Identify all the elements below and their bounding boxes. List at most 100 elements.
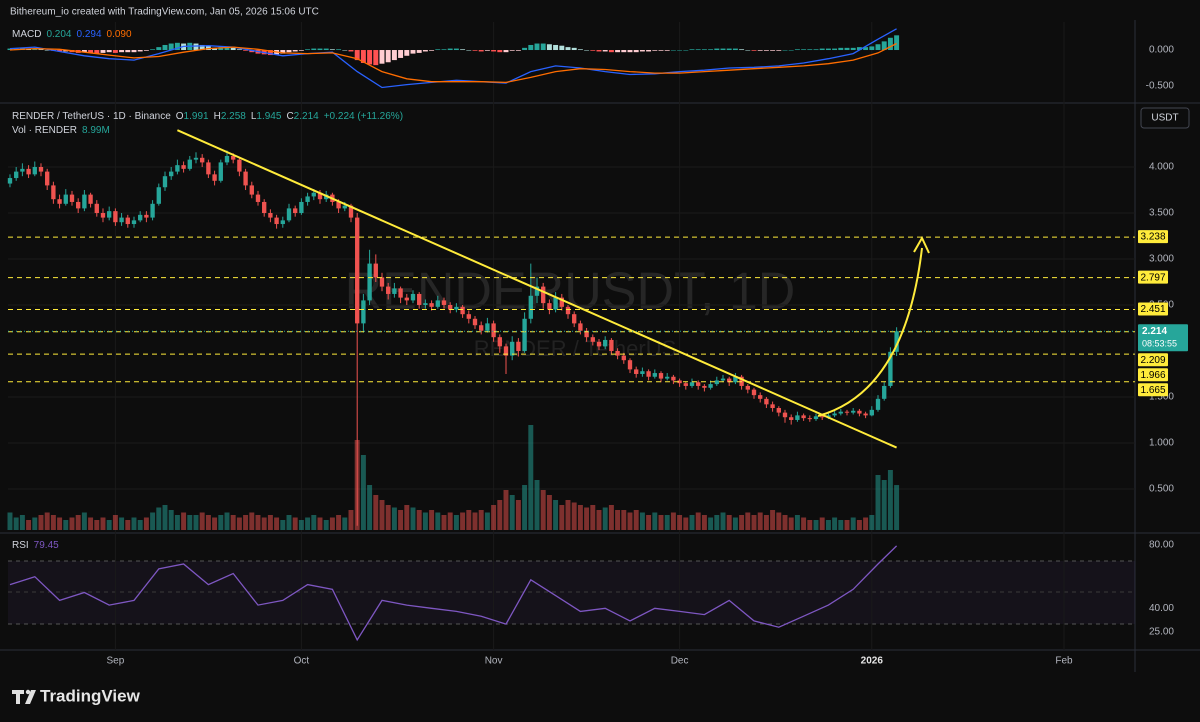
candle-body xyxy=(485,323,490,331)
candle-body xyxy=(373,263,378,278)
candle-body xyxy=(51,185,56,200)
candle-body xyxy=(76,201,81,209)
candle-body xyxy=(553,297,558,310)
rsi-value: 79.45 xyxy=(34,540,59,551)
candle-body xyxy=(559,297,564,307)
macd-histogram-bar xyxy=(881,41,887,51)
level-label-box xyxy=(1138,270,1168,284)
y-tick-label: 40.00 xyxy=(1149,603,1174,614)
volume-bar xyxy=(280,520,286,530)
volume-bar xyxy=(255,515,261,530)
volume-bar xyxy=(776,512,782,530)
macd-histogram-bar xyxy=(478,50,484,52)
legend-rsi: RSI 79.45 xyxy=(12,540,59,551)
volume-bar xyxy=(875,475,881,530)
currency-button[interactable] xyxy=(1140,107,1190,129)
macd-histogram-bar xyxy=(7,48,13,51)
y-tick-label: 80.00 xyxy=(1149,540,1174,551)
level-label: 1.966 xyxy=(1140,370,1165,381)
macd-histogram-bar xyxy=(633,50,639,53)
candle-body xyxy=(435,300,440,307)
candle-body xyxy=(776,408,781,413)
logo-part xyxy=(25,689,31,695)
macd-histogram-bar xyxy=(540,43,546,51)
macd-histogram-bar xyxy=(453,48,459,51)
volume-bar xyxy=(819,517,825,530)
candle-body xyxy=(404,297,409,301)
level-label: 3.238 xyxy=(1140,232,1165,243)
macd-histogram-bar xyxy=(714,48,720,51)
candle-body xyxy=(584,330,589,338)
candle-body xyxy=(119,217,124,223)
candle-body xyxy=(237,159,242,172)
ohlc-key: O xyxy=(176,111,184,122)
macd-histogram-bar xyxy=(373,50,379,66)
candle-body xyxy=(646,371,651,377)
volume-bar xyxy=(292,517,298,530)
candle-body xyxy=(869,409,874,416)
macd-histogram-bar xyxy=(608,50,614,53)
volume-bar xyxy=(88,517,94,530)
macd-histogram-bar xyxy=(447,48,453,51)
volume-bar xyxy=(887,470,893,530)
macd-histogram-bar xyxy=(683,50,689,51)
volume-bar xyxy=(435,512,441,530)
candle-body xyxy=(348,205,354,218)
ohlc-key: C xyxy=(286,111,293,122)
volume-bar xyxy=(720,512,726,530)
logo-part xyxy=(25,690,36,704)
macd-histogram-bar xyxy=(770,50,776,51)
y-tick-label: 1.000 xyxy=(1149,438,1174,449)
macd-histogram-bar xyxy=(193,43,199,51)
macd-histogram-bar xyxy=(850,47,856,51)
macd-histogram-bar xyxy=(267,50,273,56)
volume-bar xyxy=(249,512,255,530)
arrow-curve xyxy=(817,247,923,417)
candle-body xyxy=(863,413,868,416)
volume-bar xyxy=(298,520,304,530)
candle-body xyxy=(175,165,180,172)
volume-bar xyxy=(205,515,211,530)
candle-body xyxy=(14,171,19,179)
volume-bar xyxy=(732,517,738,530)
macd-histogram-bar xyxy=(522,47,528,51)
volume-bar xyxy=(75,515,81,530)
macd-histogram-bar xyxy=(243,50,249,51)
candle-body xyxy=(454,306,459,310)
volume-bar xyxy=(763,515,769,530)
candle-body xyxy=(733,376,738,383)
macd-histogram-bar xyxy=(546,44,552,51)
macd-histogram-bar xyxy=(565,47,571,51)
macd-histogram-bar xyxy=(441,49,447,51)
candle-body xyxy=(150,203,155,218)
currency-label[interactable]: USDT xyxy=(1151,113,1178,124)
volume-bar xyxy=(627,512,633,530)
y-tick-label: -0.500 xyxy=(1146,81,1175,92)
candle-body xyxy=(361,300,366,324)
candle-body xyxy=(503,346,509,356)
macd-name: MACD xyxy=(12,29,41,40)
volume-bar xyxy=(472,512,478,530)
candle-body xyxy=(224,155,230,163)
volume-bar xyxy=(348,510,354,530)
volume-bar xyxy=(794,515,800,530)
macd-histogram-bar xyxy=(590,50,596,51)
volume-bar xyxy=(528,425,534,530)
candle-body xyxy=(857,410,862,414)
macd-histogram-bar xyxy=(199,44,205,51)
legend-macd: MACD 0.204 0.294 0.090 xyxy=(12,29,132,40)
volume-bar xyxy=(181,512,187,530)
macd-histogram-bar xyxy=(596,50,602,52)
macd-histogram-bar xyxy=(503,50,509,53)
macd-histogram-bar xyxy=(156,47,162,51)
volume-bar xyxy=(311,515,317,530)
candle-body xyxy=(218,162,223,181)
candle-body xyxy=(696,382,701,386)
macd-histogram-bar xyxy=(863,47,869,51)
candle-body xyxy=(311,192,316,197)
macd-histogram-bar xyxy=(305,49,311,51)
volume-bar xyxy=(150,512,156,530)
candle-body xyxy=(702,385,707,388)
volume-bar xyxy=(106,520,112,530)
